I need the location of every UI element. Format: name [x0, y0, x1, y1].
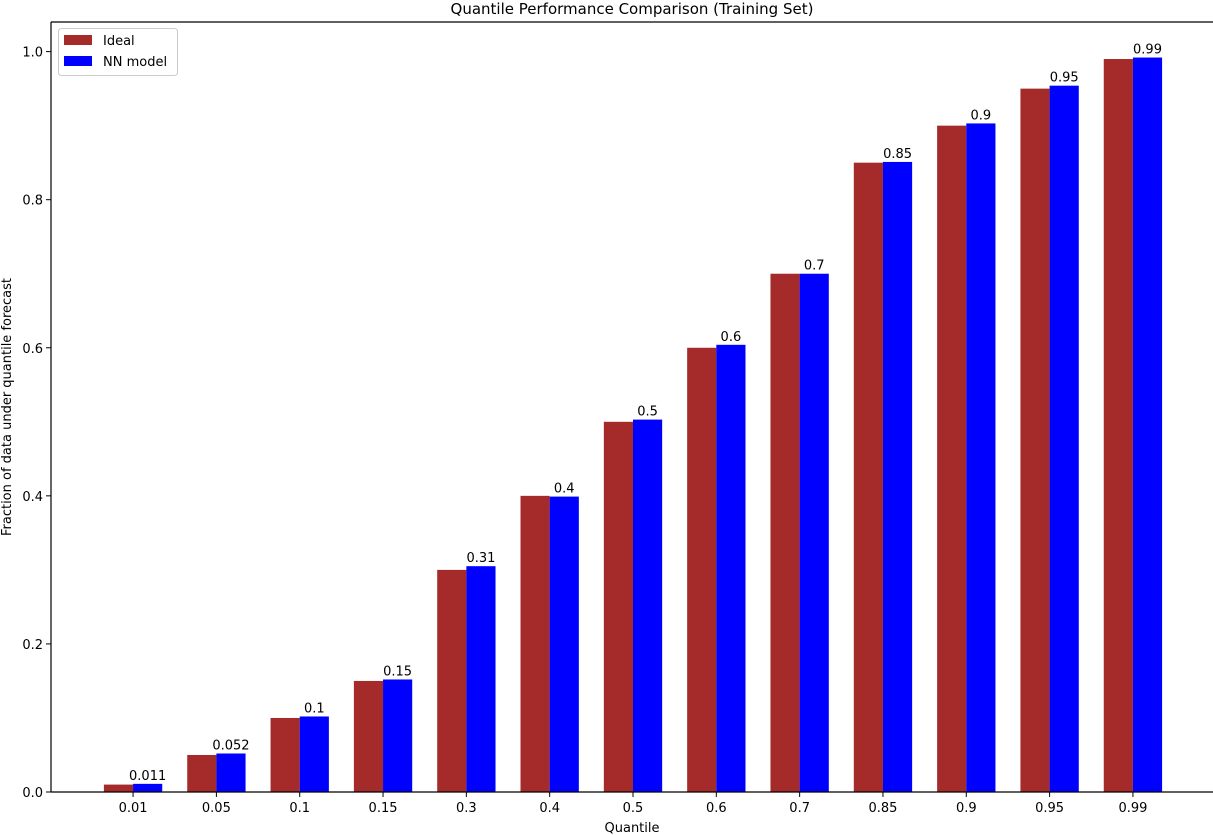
bar-nn-model: [1049, 85, 1079, 792]
bars-group: 0.011 0.052 0.1 0.15 0.31 0.4 0.5 0.6 0.7 0.85 0.9…: [103, 43, 1163, 793]
data-label: 0.5: [637, 405, 658, 420]
bar-ideal: [853, 162, 883, 792]
bar-ideal: [603, 421, 633, 792]
bar-nn-model: [299, 716, 329, 792]
data-label: 0.15: [383, 664, 412, 679]
y-tick-label: 0.2: [22, 638, 43, 653]
bar-ideal: [1103, 59, 1133, 793]
bar-ideal: [270, 717, 300, 792]
y-axis-label: Fraction of data under quantile forecast: [0, 278, 15, 536]
x-tick-label: 0.1: [289, 801, 310, 816]
x-tick-label: 0.99: [1118, 801, 1147, 816]
x-tick-label: 0.85: [868, 801, 897, 816]
x-tick-label: 0.15: [369, 801, 398, 816]
data-label: 0.052: [212, 739, 249, 754]
bar-nn-model: [383, 679, 413, 792]
bar-ideal: [770, 273, 800, 792]
bar-nn-model: [133, 783, 163, 792]
legend: Ideal NN model: [58, 28, 178, 76]
legend-swatch: [64, 35, 92, 45]
x-tick-label: 0.01: [119, 801, 148, 816]
data-label: 0.31: [466, 551, 495, 566]
y-tick-label: 0.4: [22, 490, 43, 505]
bar-ideal: [187, 754, 217, 792]
legend-swatch: [64, 56, 92, 66]
data-label: 0.4: [554, 482, 575, 497]
bar-nn-model: [966, 123, 996, 793]
data-label: 0.7: [804, 259, 825, 274]
chart-title: Quantile Performance Comparison (Trainin…: [451, 0, 814, 18]
data-label: 0.6: [721, 330, 742, 345]
bar-ideal: [520, 495, 550, 792]
data-label: 0.9: [971, 108, 992, 123]
bar-nn-model: [549, 496, 579, 792]
data-label: 0.011: [129, 769, 166, 784]
x-tick-label: 0.4: [539, 801, 560, 816]
bar-ideal: [1020, 88, 1050, 792]
bar-ideal: [437, 569, 467, 792]
x-tick-label: 0.3: [456, 801, 477, 816]
y-tick-label: 0.6: [22, 342, 43, 357]
bar-nn-model: [716, 344, 746, 792]
y-tick-label: 0.0: [22, 786, 43, 801]
bar-nn-model: [1132, 57, 1163, 793]
bar-ideal: [103, 784, 134, 792]
x-axis-label: Quantile: [605, 821, 660, 835]
legend-label: NN model: [103, 55, 167, 70]
bar-ideal: [353, 680, 384, 792]
bar-nn-model: [216, 753, 246, 792]
data-label: 0.85: [883, 147, 912, 162]
data-label: 0.99: [1133, 43, 1162, 58]
y-tick-label: 1.0: [22, 46, 43, 61]
bar-nn-model: [633, 419, 663, 792]
bar-ideal: [937, 125, 967, 792]
y-tick-label: 0.8: [22, 194, 43, 209]
bar-nn-model: [882, 161, 913, 793]
axes: 0.00.20.40.60.81.00.01 0.05 0.1 0.15 0.3 0.4 0…: [22, 21, 1213, 816]
bar-ideal: [687, 347, 717, 792]
x-tick-label: 0.05: [202, 801, 231, 816]
x-tick-label: 0.5: [623, 801, 644, 816]
bar-nn-model: [799, 273, 829, 792]
data-label: 0.1: [304, 701, 325, 716]
x-tick-label: 0.6: [706, 801, 727, 816]
data-label: 0.95: [1050, 71, 1079, 86]
x-tick-label: 0.9: [956, 801, 977, 816]
bar-nn-model: [466, 566, 496, 792]
x-tick-label: 0.7: [789, 801, 810, 816]
legend-label: Ideal: [103, 34, 135, 49]
x-tick-label: 0.95: [1035, 801, 1064, 816]
